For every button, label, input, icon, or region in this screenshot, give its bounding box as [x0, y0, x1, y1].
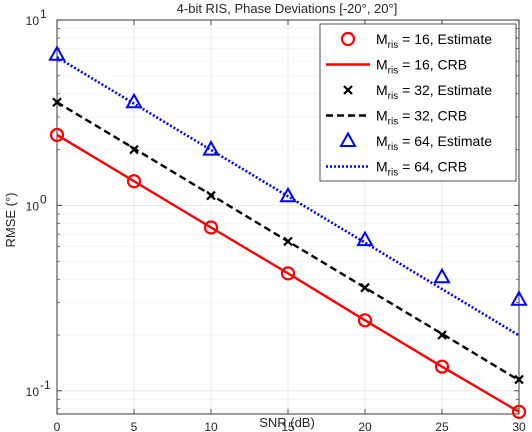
x-tick-label: 10	[204, 420, 218, 432]
legend-marker	[339, 131, 357, 147]
legend-entry-label: Mris = 32, CRB	[376, 108, 467, 128]
data-point-2	[52, 97, 62, 108]
data-point-2	[360, 282, 370, 293]
x-tick-label: 25	[435, 420, 449, 432]
y-tick-exponent: 0	[40, 192, 47, 206]
legend-marker	[343, 85, 353, 95]
series-line-5	[56, 56, 520, 337]
x-axis-label: SNR (dB)	[259, 415, 315, 430]
data-point-4	[48, 45, 66, 61]
legend-entry-label: Mris = 16, CRB	[376, 57, 467, 77]
data-point-2	[437, 330, 447, 340]
data-point-4	[433, 267, 451, 284]
legend-entry-label: Mris = 64, Estimate	[376, 133, 492, 153]
legend-entry-label: Mris = 32, Estimate	[376, 82, 492, 102]
data-point-0	[434, 359, 450, 374]
y-tick-label: 10	[26, 385, 40, 399]
data-point-0	[357, 313, 373, 328]
axes-box	[56, 19, 520, 415]
series-line-1	[56, 133, 520, 413]
data-point-4	[356, 230, 374, 247]
legend: Mris = 16, Estimate Mris = 16, CRB Mris = …	[319, 23, 517, 182]
data-point-0	[49, 127, 65, 143]
data-point-0	[126, 174, 142, 189]
data-point-2	[283, 236, 293, 247]
data-point-2	[129, 144, 139, 155]
x-tick-label: 30	[512, 420, 526, 432]
chart-title: 4-bit RIS, Phase Deviations [-20°, 20°]	[177, 1, 398, 16]
y-tick-exponent: 1	[40, 7, 47, 21]
x-tick-label: 20	[358, 420, 372, 432]
x-tick-label: 15	[281, 420, 295, 432]
data-point-4	[202, 140, 220, 156]
data-point-2	[206, 190, 216, 201]
y-tick-label: 10	[26, 14, 40, 28]
x-tick-label: 0	[54, 420, 61, 432]
legend-entry-label: Mris = 16, Estimate	[376, 31, 492, 51]
y-tick-label: 10	[26, 199, 40, 213]
data-point-2	[514, 374, 524, 385]
y-axis-label: RMSE (°)	[3, 192, 18, 247]
data-point-0	[203, 220, 219, 235]
legend-box	[319, 23, 517, 182]
data-point-4	[125, 92, 143, 109]
data-point-0	[511, 404, 527, 419]
data-point-0	[280, 266, 296, 281]
legend-entry-label: Mris = 64, CRB	[376, 159, 467, 179]
data-point-4	[510, 290, 528, 306]
legend-marker	[340, 31, 356, 47]
x-tick-label: 5	[131, 420, 138, 432]
y-tick-exponent: -1	[40, 378, 51, 392]
data-point-4	[279, 186, 297, 203]
